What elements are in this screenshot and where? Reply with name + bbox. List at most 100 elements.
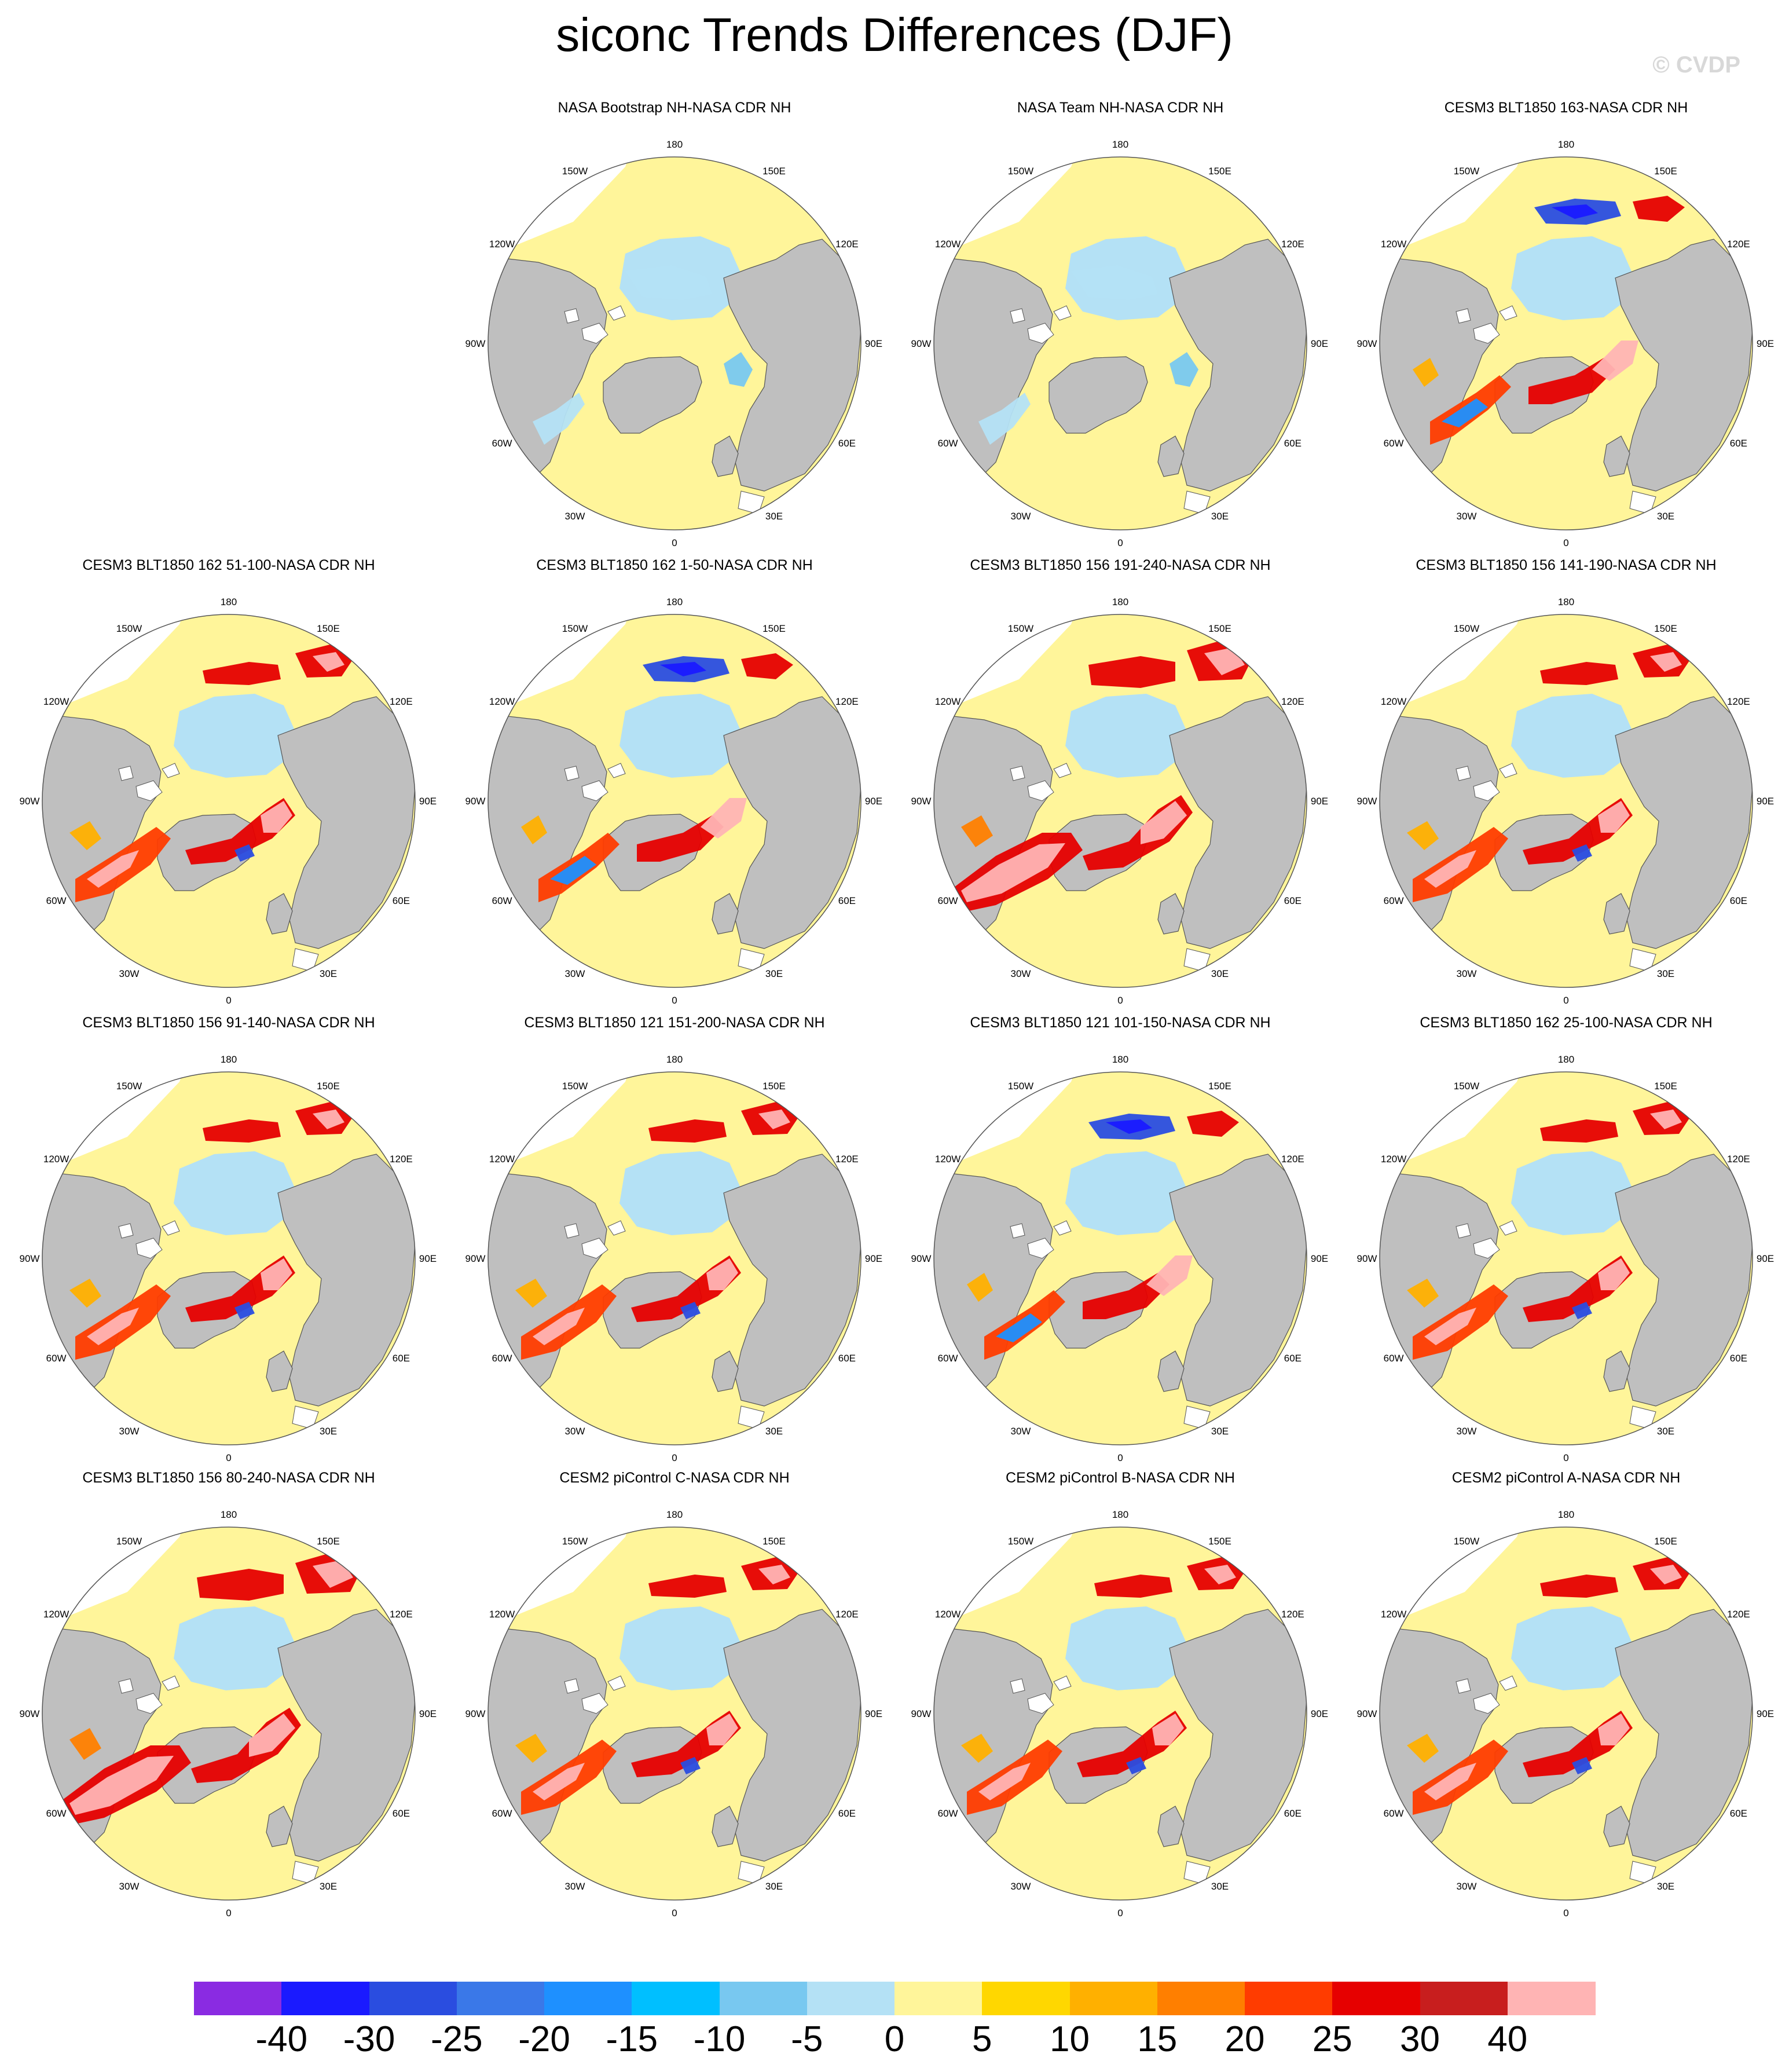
island — [1499, 1220, 1517, 1236]
island — [1244, 490, 1274, 515]
island — [1027, 323, 1054, 344]
island — [564, 766, 580, 781]
anomaly-region — [533, 1308, 585, 1345]
longitude-label: 120W — [935, 1609, 961, 1620]
longitude-label: 150E — [1208, 1081, 1231, 1092]
longitude-label: 90W — [1357, 338, 1377, 349]
longitude-label: 90W — [20, 796, 40, 807]
longitude-label: 120W — [935, 239, 961, 250]
island — [1456, 1678, 1471, 1694]
longitude-label: 150W — [562, 166, 588, 177]
longitude-label: 90W — [1357, 796, 1377, 807]
longitude-label: 30W — [119, 1881, 140, 1892]
land-mask — [1603, 435, 1630, 477]
longitude-label: 120E — [835, 239, 859, 250]
anomaly-region — [1540, 1119, 1618, 1143]
colorbar — [194, 1982, 1596, 2016]
island — [1690, 948, 1720, 972]
longitude-label: 180 — [1112, 596, 1128, 607]
longitude-label: 120E — [1727, 239, 1750, 250]
longitude-label: 0 — [226, 1908, 231, 1919]
island — [1456, 766, 1471, 781]
longitude-label: 150E — [1654, 166, 1677, 177]
island — [581, 1238, 608, 1259]
longitude-label: 120W — [1381, 696, 1406, 707]
longitude-label: 90W — [465, 338, 486, 349]
longitude-label: 180 — [1558, 1509, 1574, 1520]
anomaly-region — [313, 652, 344, 672]
land-mask — [723, 1154, 861, 1407]
map-panel: NASA Bootstrap NH-NASA CDR NH 180 150E 120E… — [452, 100, 897, 557]
anomaly-region — [978, 393, 1031, 445]
map-panel: CESM3 BLT1850 121 101-150-NASA CDR NH 180… — [897, 1015, 1343, 1472]
anomaly-region — [69, 1756, 174, 1815]
colorbar-tick-label: -25 — [430, 2019, 483, 2059]
panel-title: CESM3 BLT1850 156 91-140-NASA CDR NH — [82, 1015, 375, 1031]
map-panel: CESM3 BLT1850 162 51-100-NASA CDR NH 180 1… — [6, 557, 452, 1015]
island — [607, 1675, 626, 1691]
longitude-label: 60E — [393, 1353, 410, 1364]
longitude-label: 120W — [43, 1609, 69, 1620]
longitude-label: 180 — [221, 596, 237, 607]
central-arctic-field — [1511, 1606, 1633, 1690]
island — [1027, 1693, 1054, 1714]
longitude-label: 120E — [390, 696, 413, 707]
land-mask — [1615, 239, 1753, 492]
longitude-label: 90E — [1311, 1708, 1328, 1719]
longitude-label: 90E — [865, 796, 882, 807]
longitude-label: 0 — [226, 995, 231, 1006]
longitude-label: 90W — [465, 1253, 486, 1264]
figure-title: siconc Trends Differences (DJF) — [556, 9, 1233, 61]
colorbar-tick-label: -40 — [255, 2019, 308, 2059]
longitude-label: 0 — [1563, 995, 1568, 1006]
longitude-label: 90W — [1357, 1253, 1377, 1264]
longitude-label: 90W — [911, 796, 932, 807]
longitude-label: 60W — [938, 1808, 958, 1819]
anomaly-region — [1650, 652, 1682, 672]
polar-map: 180 150E 120E 90E 60E 30E 0 30W 60W 90W 120W 150W — [465, 1054, 883, 1463]
longitude-label: 180 — [1558, 596, 1574, 607]
longitude-label: 150E — [1208, 1536, 1231, 1547]
anomaly-region — [521, 815, 547, 844]
panel-title: CESM3 BLT1850 162 1-50-NASA CDR NH — [536, 557, 813, 573]
longitude-label: 0 — [1563, 537, 1568, 548]
longitude-label: 120E — [390, 1154, 413, 1165]
longitude-label: 120E — [1281, 1609, 1304, 1620]
map-border — [1379, 1071, 1753, 1445]
polar-map: 180 150E 120E 90E 60E 30E 0 30W 60W 90W 120W 150W — [1357, 139, 1775, 548]
anomaly-region — [758, 1110, 790, 1129]
anomaly-region — [996, 1313, 1042, 1342]
longitude-label: 150E — [1208, 623, 1231, 634]
longitude-label: 60W — [938, 895, 958, 906]
longitude-label: 180 — [666, 1054, 683, 1065]
anomaly-region — [680, 1302, 701, 1319]
longitude-label: 120E — [1281, 239, 1304, 250]
longitude-label: 120E — [835, 1609, 859, 1620]
map-border — [487, 1526, 861, 1901]
longitude-label: 120W — [489, 1609, 515, 1620]
colorbar-tick-label: -30 — [343, 2019, 395, 2059]
longitude-label: 30W — [1011, 968, 1031, 979]
map-border — [1379, 614, 1753, 988]
longitude-label: 60E — [1730, 438, 1747, 449]
colorbar-tick-label: -5 — [791, 2019, 823, 2059]
longitude-label: 90E — [1311, 1253, 1328, 1264]
colorbar-labels: -40 -30 -25 -20 -15 -10 -5 0 5 10 15 20 25 30 40 — [194, 2019, 1595, 2065]
longitude-label: 30E — [1211, 968, 1229, 979]
anomaly-region — [1598, 801, 1630, 833]
anomaly-region — [1094, 1575, 1172, 1598]
land-mask — [277, 696, 415, 949]
island — [1010, 766, 1025, 781]
colorbar-swatch — [194, 1982, 282, 2015]
longitude-label: 120E — [1727, 1609, 1750, 1620]
island — [607, 1220, 626, 1236]
longitude-label: 120E — [835, 696, 859, 707]
longitude-label: 150E — [317, 1536, 340, 1547]
anomaly-region — [1424, 850, 1476, 888]
map-border — [487, 156, 861, 530]
anomaly-region — [1540, 662, 1618, 685]
longitude-label: 30W — [1457, 511, 1477, 522]
colorbar-tick-label: -10 — [693, 2019, 746, 2059]
anomaly-region — [1204, 647, 1245, 675]
longitude-label: 150W — [562, 1536, 588, 1547]
